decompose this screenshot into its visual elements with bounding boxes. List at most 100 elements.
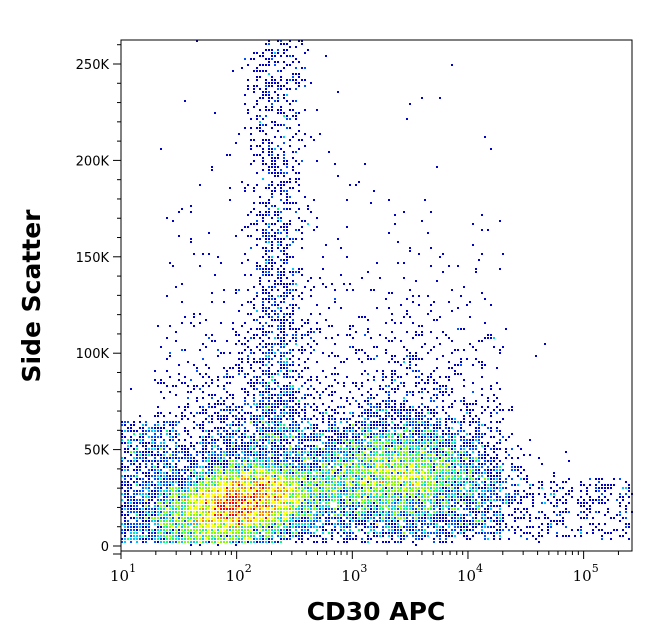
density-dot xyxy=(229,412,231,414)
density-dot xyxy=(349,346,351,348)
density-dot xyxy=(529,454,531,456)
density-dot xyxy=(271,310,273,312)
density-dot xyxy=(277,238,279,240)
density-dot xyxy=(487,427,489,429)
density-dot xyxy=(283,436,285,438)
density-dot xyxy=(322,490,324,492)
density-dot xyxy=(187,418,189,420)
density-dot xyxy=(247,184,249,186)
density-dot xyxy=(424,388,426,390)
density-dot xyxy=(451,445,453,447)
density-dot xyxy=(379,469,381,471)
density-dot xyxy=(433,415,435,417)
density-dot xyxy=(262,499,264,501)
density-dot xyxy=(265,289,267,291)
density-dot xyxy=(460,493,462,495)
density-dot xyxy=(403,415,405,417)
density-dot xyxy=(337,487,339,489)
density-dot xyxy=(208,469,210,471)
density-dot xyxy=(217,433,219,435)
density-dot xyxy=(268,139,270,141)
density-dot xyxy=(253,451,255,453)
density-dot xyxy=(439,466,441,468)
density-dot xyxy=(217,508,219,510)
density-dot xyxy=(289,223,291,225)
density-dot xyxy=(259,280,261,282)
density-dot xyxy=(298,493,300,495)
density-dot xyxy=(289,289,291,291)
density-dot xyxy=(247,502,249,504)
density-dot xyxy=(388,526,390,528)
density-dot xyxy=(238,418,240,420)
density-dot xyxy=(304,349,306,351)
density-dot xyxy=(280,322,282,324)
density-dot xyxy=(211,532,213,534)
density-dot xyxy=(187,532,189,534)
density-dot xyxy=(460,520,462,522)
density-dot xyxy=(331,490,333,492)
density-dot xyxy=(304,487,306,489)
density-dot xyxy=(268,493,270,495)
density-dot xyxy=(328,532,330,534)
density-dot xyxy=(553,475,555,477)
density-dot xyxy=(451,466,453,468)
density-dot xyxy=(148,499,150,501)
density-dot xyxy=(187,457,189,459)
density-dot xyxy=(130,511,132,513)
density-dot xyxy=(268,463,270,465)
density-dot xyxy=(427,460,429,462)
density-dot xyxy=(280,490,282,492)
density-dot xyxy=(352,457,354,459)
density-dot xyxy=(256,454,258,456)
density-dot xyxy=(394,457,396,459)
density-dot xyxy=(259,511,261,513)
density-dot xyxy=(361,502,363,504)
density-dot xyxy=(400,415,402,417)
density-dot xyxy=(424,424,426,426)
density-dot xyxy=(271,511,273,513)
density-dot xyxy=(235,499,237,501)
density-dot xyxy=(385,439,387,441)
density-dot xyxy=(295,502,297,504)
density-dot xyxy=(346,505,348,507)
density-dot xyxy=(265,370,267,372)
density-dot xyxy=(427,421,429,423)
density-dot xyxy=(484,514,486,516)
density-dot xyxy=(289,475,291,477)
density-dot xyxy=(463,484,465,486)
density-dot xyxy=(421,373,423,375)
density-dot xyxy=(292,430,294,432)
density-dot xyxy=(427,472,429,474)
density-dot xyxy=(418,334,420,336)
density-dot xyxy=(262,391,264,393)
density-dot xyxy=(274,418,276,420)
density-dot xyxy=(421,334,423,336)
density-dot xyxy=(487,508,489,510)
density-dot xyxy=(337,442,339,444)
density-dot xyxy=(172,481,174,483)
density-dot xyxy=(457,508,459,510)
density-dot xyxy=(223,487,225,489)
density-dot xyxy=(430,451,432,453)
density-dot xyxy=(361,493,363,495)
density-dot xyxy=(292,289,294,291)
density-dot xyxy=(436,532,438,534)
density-dot xyxy=(430,304,432,306)
density-dot xyxy=(250,469,252,471)
density-dot xyxy=(280,148,282,150)
density-dot xyxy=(199,517,201,519)
density-dot xyxy=(280,358,282,360)
density-dot xyxy=(223,472,225,474)
density-dot xyxy=(436,511,438,513)
density-dot xyxy=(220,538,222,540)
density-dot xyxy=(184,505,186,507)
density-dot xyxy=(271,478,273,480)
density-dot xyxy=(298,454,300,456)
density-dot xyxy=(184,520,186,522)
density-dot xyxy=(355,502,357,504)
density-dot xyxy=(376,433,378,435)
density-dot xyxy=(370,457,372,459)
density-dot xyxy=(235,469,237,471)
density-dot xyxy=(229,187,231,189)
density-dot xyxy=(424,475,426,477)
